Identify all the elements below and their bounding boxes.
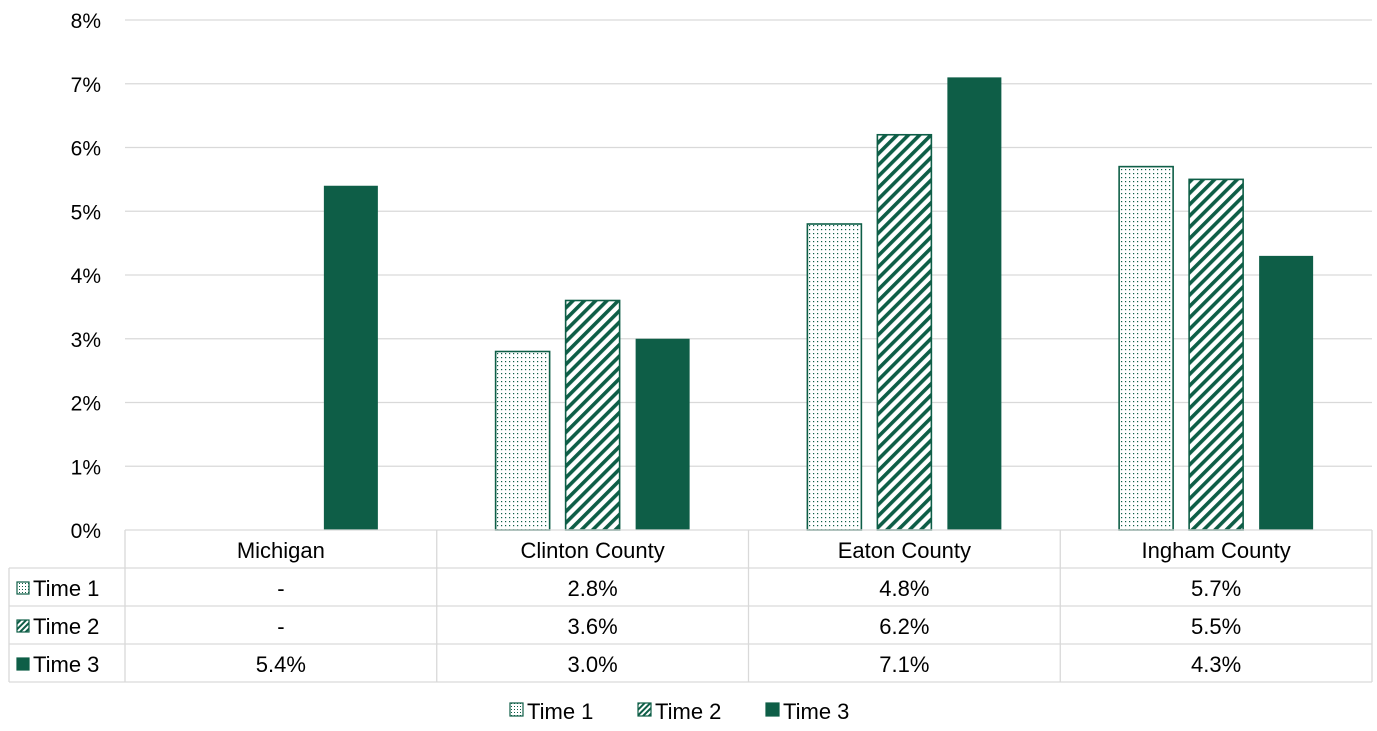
- table-cell: 4.8%: [879, 576, 929, 601]
- bar-time-3: [635, 338, 690, 530]
- legend-key: [765, 702, 780, 717]
- table-row-label: Time 1: [33, 576, 99, 601]
- table-row-label: Time 2: [33, 614, 99, 639]
- bar-time-3: [323, 185, 378, 530]
- table-cell: 5.5%: [1191, 614, 1241, 639]
- table-legend-key: [16, 581, 30, 595]
- legend-label: Time 3: [783, 699, 849, 724]
- y-tick-label: 8%: [71, 10, 101, 33]
- y-tick-label: 0%: [71, 520, 101, 543]
- bar-time-2: [876, 133, 933, 531]
- legend: Time 1 Time 2 Time 3: [509, 699, 849, 724]
- bar-time-2: [1188, 178, 1244, 531]
- bar-time-1: [1118, 165, 1174, 531]
- legend-key: [637, 702, 652, 717]
- x-category-label: Clinton County: [520, 538, 664, 563]
- y-tick-label: 2%: [71, 393, 101, 416]
- bars: [323, 77, 1314, 531]
- y-tick-label: 5%: [71, 201, 101, 224]
- table-row-label: Time 3: [33, 652, 99, 677]
- bar-time-3: [1259, 255, 1314, 530]
- table-cell: 6.2%: [879, 614, 929, 639]
- data-table: Michigan Clinton County Eaton County Ingham…: [8, 529, 1373, 683]
- legend-label: Time 1: [527, 699, 593, 724]
- table-cell: 3.6%: [568, 614, 618, 639]
- bar-time-1: [494, 350, 551, 531]
- x-category-label: Michigan: [237, 538, 325, 563]
- y-axis: 0% 1% 2% 3% 4% 5% 6% 7% 8%: [71, 10, 101, 543]
- y-tick-label: 1%: [71, 456, 101, 479]
- table-cell: -: [277, 576, 284, 601]
- table-cell: -: [277, 614, 284, 639]
- x-category-label: Ingham County: [1142, 538, 1291, 563]
- legend-label: Time 2: [655, 699, 721, 724]
- table-cell: 7.1%: [879, 652, 929, 677]
- bar-time-3: [947, 77, 1002, 530]
- y-tick-label: 4%: [71, 265, 101, 288]
- table-cell: 5.7%: [1191, 576, 1241, 601]
- table-cell: 4.3%: [1191, 652, 1241, 677]
- table-legend-key: [16, 657, 30, 671]
- bar-time-1: [806, 223, 863, 531]
- table-cell: 2.8%: [568, 576, 618, 601]
- bar-time-2: [564, 299, 621, 531]
- legend-key: [509, 702, 524, 717]
- x-category-label: Eaton County: [838, 538, 971, 563]
- table-cell: 5.4%: [256, 652, 306, 677]
- y-tick-label: 3%: [71, 329, 101, 352]
- y-tick-label: 6%: [71, 138, 101, 161]
- gridlines: [125, 19, 1372, 467]
- table-legend-key: [16, 619, 30, 633]
- table-cell: 3.0%: [568, 652, 618, 677]
- y-tick-label: 7%: [71, 74, 101, 97]
